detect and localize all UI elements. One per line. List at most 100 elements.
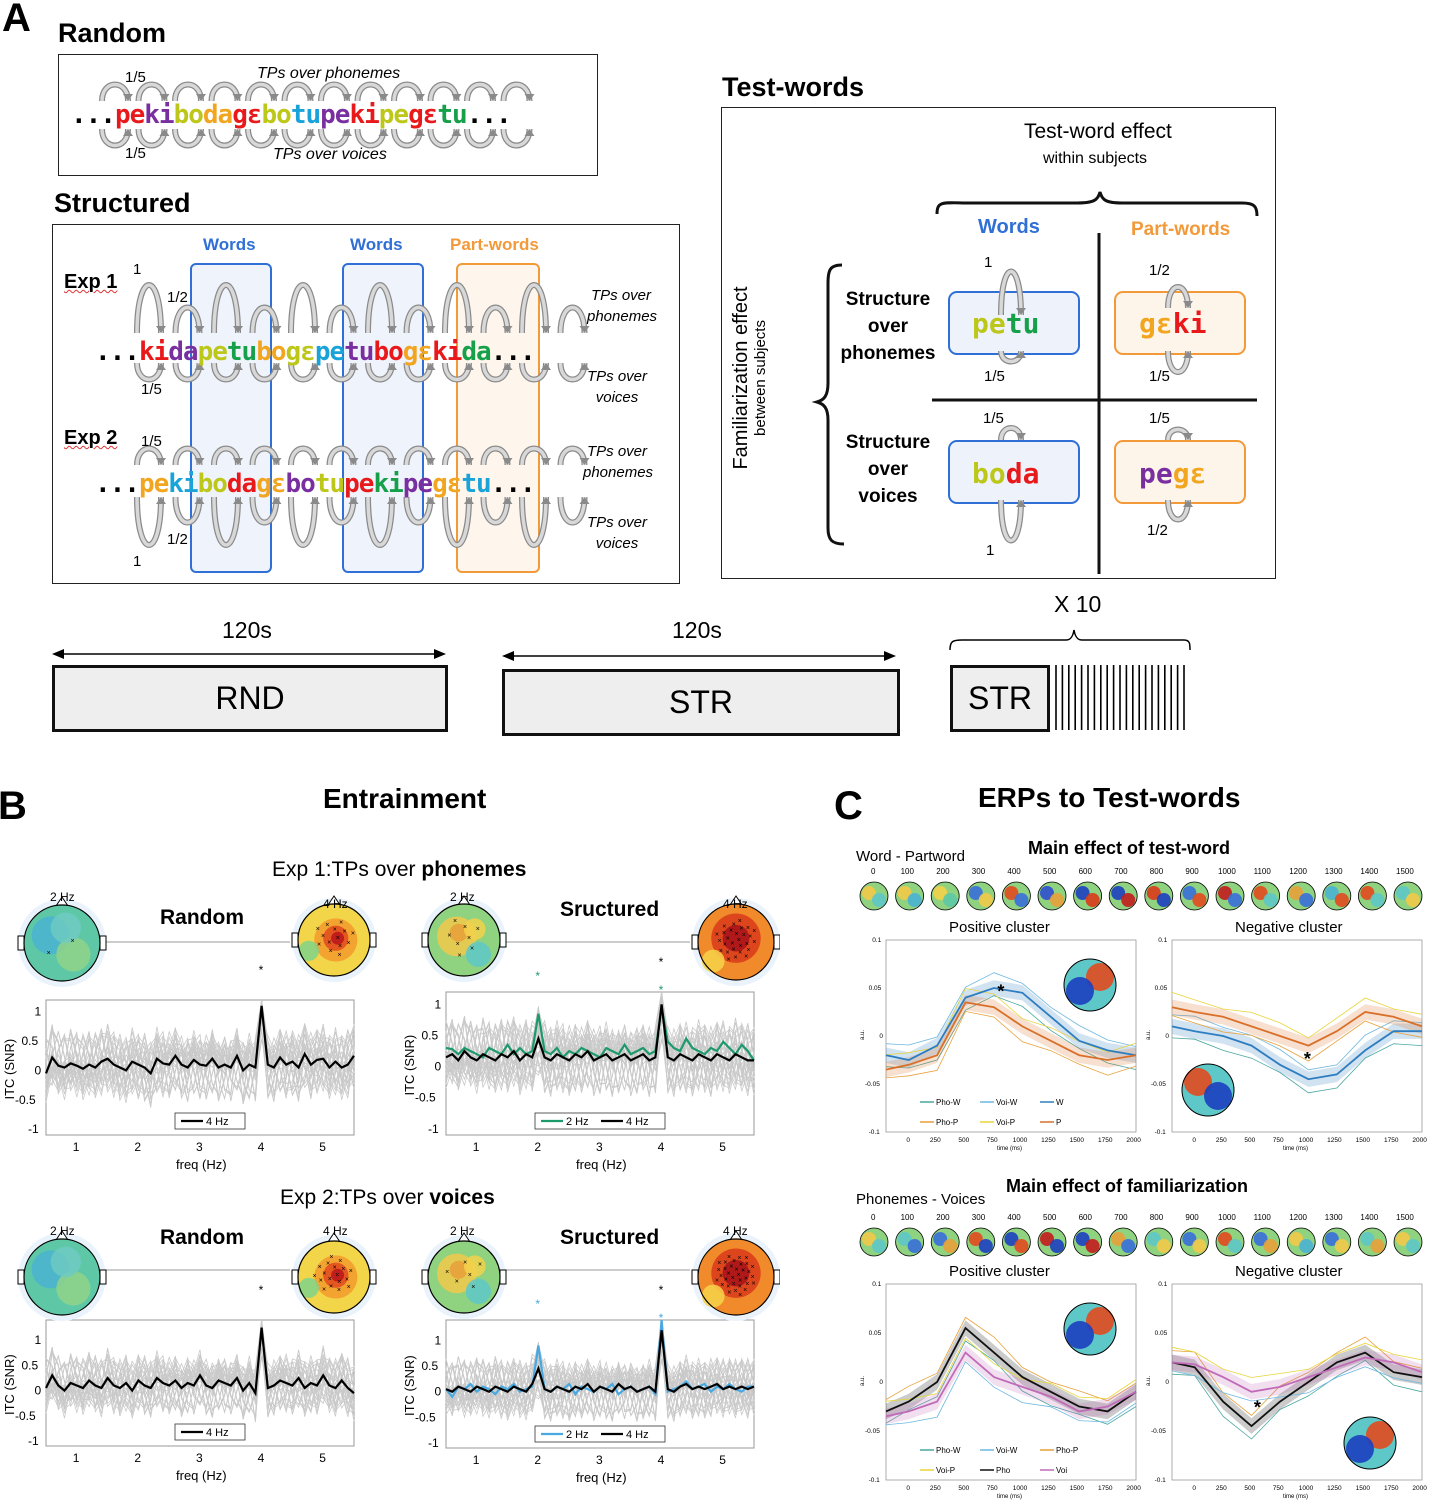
cluster-title: Positive cluster bbox=[949, 919, 1050, 936]
electrode-mark: × bbox=[717, 1260, 721, 1267]
exp1-tp-top-3: phonemes bbox=[587, 308, 658, 325]
structured-arrows bbox=[134, 282, 590, 548]
y-tick-label: 0 bbox=[879, 1033, 883, 1040]
condition-trace bbox=[885, 1010, 1137, 1079]
mini-topo-blob bbox=[1085, 893, 1100, 907]
tp-arrowhead bbox=[579, 458, 590, 465]
electrode-mark: × bbox=[752, 928, 756, 935]
subject-trace bbox=[45, 999, 355, 1102]
row1-l1: Structure bbox=[845, 289, 931, 310]
topo-ear-right bbox=[773, 1269, 780, 1285]
x-tick-label: 1750 bbox=[1098, 1137, 1113, 1144]
mini-topo-blob bbox=[933, 1232, 948, 1246]
syllable: tu bbox=[314, 469, 345, 499]
electrode-mark: × bbox=[338, 952, 342, 959]
topo-ear-left bbox=[691, 1269, 699, 1285]
mini-topo-outline bbox=[1179, 1227, 1209, 1257]
x-axis-label: time (ms) bbox=[1283, 1146, 1308, 1152]
electrode-mark: × bbox=[718, 938, 722, 945]
electrode-mark: × bbox=[351, 931, 355, 938]
tp-arrow-core bbox=[999, 499, 1023, 543]
x-tick-label: 250 bbox=[930, 1485, 941, 1492]
topo-time-label: 100 bbox=[901, 1213, 915, 1222]
mini-topo-outline bbox=[1393, 881, 1423, 911]
syllable: da bbox=[461, 337, 491, 367]
cell-syll-0: petu bbox=[972, 307, 1039, 340]
electrode-mark: × bbox=[746, 947, 750, 954]
electrode-mark: × bbox=[730, 940, 734, 947]
plot-title: Random bbox=[160, 906, 244, 929]
mini-topo-outline bbox=[1393, 1227, 1423, 1257]
electrode-mark: × bbox=[734, 954, 738, 961]
tp-arrowhead bbox=[305, 94, 316, 101]
tp-arrowhead bbox=[271, 363, 282, 370]
tp-arrowhead bbox=[1016, 500, 1026, 507]
syllable: tu bbox=[437, 100, 467, 130]
y-tick-label: 0.5 bbox=[422, 1029, 439, 1043]
panel-b-plots: 1 2 3 4 5 -1 -0.5 0 0.5 1 ITC (SNR) freq (Hz) 4 Hz * R… bbox=[2, 890, 780, 1485]
mini-topo-blob bbox=[1075, 886, 1090, 900]
topo-frequency-label: 4 Hz bbox=[323, 1224, 348, 1238]
electrode-mark: × bbox=[727, 1290, 731, 1297]
erp-plot: 0 250 500 750 1000 1250 1500 1750 2000 0.1 0.05 0 -0… bbox=[1146, 1263, 1427, 1500]
timeline-arrows bbox=[52, 629, 1191, 730]
tp-arrow-core bbox=[520, 496, 548, 547]
y-tick-label: -0.1 bbox=[1155, 1129, 1167, 1136]
topo-blob bbox=[56, 937, 91, 972]
condition-trace bbox=[1171, 1014, 1423, 1071]
x-tick-label: 2000 bbox=[1126, 1485, 1141, 1492]
electrode-mark: × bbox=[745, 1281, 749, 1288]
x-tick-label: 1500 bbox=[1070, 1137, 1085, 1144]
x-tick-label: 750 bbox=[987, 1485, 998, 1492]
col-words-label: Words bbox=[978, 216, 1040, 238]
tp-arrow-core bbox=[289, 283, 317, 334]
topo-blob bbox=[298, 1277, 319, 1298]
condition-trace bbox=[885, 972, 1137, 1047]
duration-arrowhead-right bbox=[434, 649, 446, 659]
significance-star: * bbox=[659, 955, 664, 969]
tp-arrowhead bbox=[156, 363, 166, 370]
mini-topography bbox=[1001, 881, 1031, 911]
exp2-tp-top-2: phonemes bbox=[583, 464, 654, 481]
mini-topo-blob bbox=[1111, 886, 1126, 900]
mini-topography bbox=[859, 1227, 889, 1257]
electrode-mark: × bbox=[347, 1284, 351, 1291]
y-tick-label: 0 bbox=[35, 1384, 42, 1398]
cluster-topo-blob bbox=[1204, 1082, 1232, 1110]
subject-trace bbox=[45, 1319, 355, 1415]
itc-plot: 1 2 3 4 5 -1 -0.5 0 0.5 1 ITC (SNR) freq (Hz) 4 Hz * R… bbox=[2, 1226, 355, 1483]
y-tick-label: -1 bbox=[428, 1122, 439, 1136]
electrode-mark: × bbox=[751, 1274, 755, 1281]
mini-topo-blob bbox=[862, 886, 876, 900]
mini-topography bbox=[1179, 881, 1209, 911]
electrode-mark: × bbox=[316, 926, 320, 933]
electrode-mark: × bbox=[313, 1273, 317, 1280]
legend-label: P bbox=[1056, 1118, 1061, 1127]
mini-topo-blob bbox=[968, 886, 983, 900]
electrode-mark: × bbox=[729, 1263, 733, 1270]
electrode-mark: × bbox=[329, 948, 333, 955]
mini-topography bbox=[1393, 1227, 1423, 1257]
random-p-top: 1/5 bbox=[125, 69, 146, 86]
x-tick-label: 500 bbox=[1244, 1485, 1255, 1492]
cell3-p-bottom: 1/2 bbox=[1147, 522, 1168, 539]
series-line-P bbox=[885, 1001, 1137, 1071]
mini-topo-outline bbox=[1073, 881, 1103, 911]
main-effect-1-sub: Word - Partword bbox=[856, 848, 965, 865]
topo-time-label: 800 bbox=[1150, 867, 1164, 876]
y-axis-label: ITC (SNR) bbox=[2, 1354, 17, 1415]
legend-box bbox=[174, 1112, 246, 1130]
syllable: da bbox=[202, 100, 233, 130]
syllable: tu bbox=[290, 100, 321, 130]
duration-2: 120s bbox=[672, 617, 722, 643]
mini-topo-blob bbox=[1228, 893, 1242, 907]
tp-arrow-core bbox=[558, 496, 587, 525]
tp-arrowhead bbox=[502, 458, 513, 465]
panel-c-label: C bbox=[834, 784, 863, 828]
topo-time-label: 900 bbox=[1185, 1213, 1199, 1222]
syllable: pe bbox=[1139, 457, 1173, 490]
mini-topo-blob bbox=[1253, 886, 1268, 900]
random-p-bottom: 1/5 bbox=[125, 145, 146, 162]
topo-time-label: 0 bbox=[871, 867, 876, 876]
exp1-tp-bottom: TPs over voices bbox=[583, 366, 651, 408]
